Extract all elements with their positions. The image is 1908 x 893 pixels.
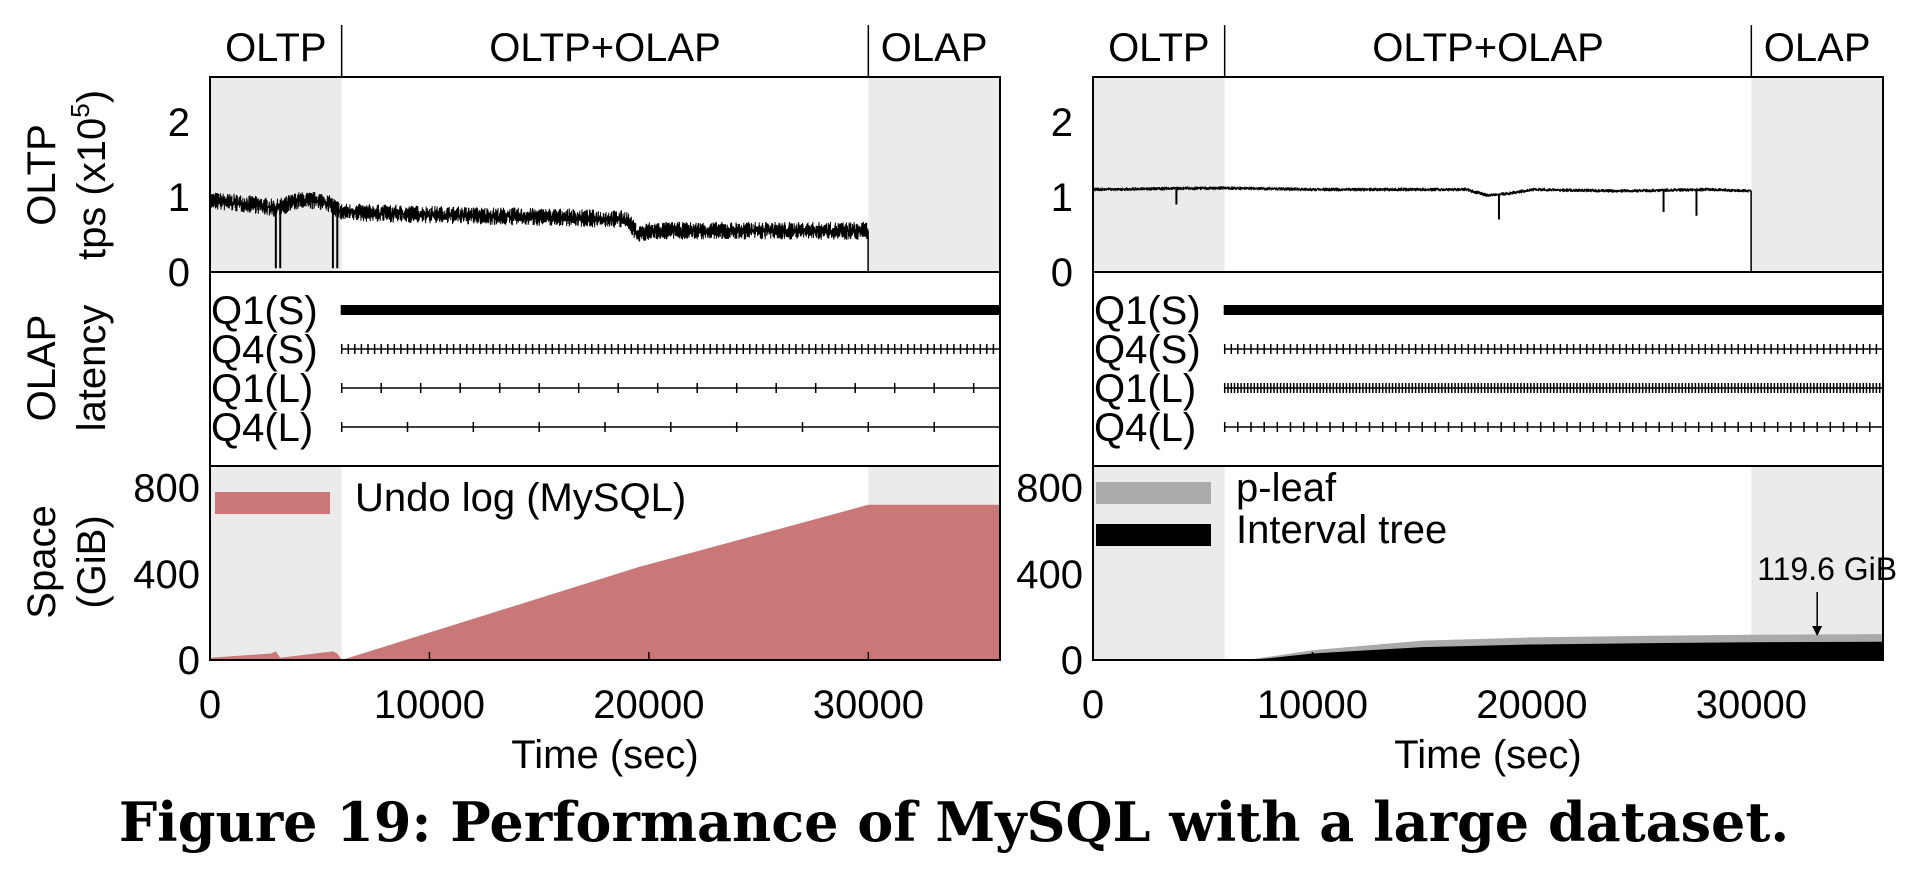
- right-xtick-label-1: 10000: [1257, 683, 1368, 727]
- left-phase-label-2: OLAP: [881, 26, 988, 70]
- right-legend-swatch-1: [1096, 524, 1211, 546]
- left-oltp-ytick-2: 2: [168, 101, 190, 145]
- left-olap-query-ticks-1: [340, 344, 1001, 354]
- left-subplot-frame-1: [209, 271, 1001, 467]
- left-olap-query-ticks-0: [340, 305, 1001, 315]
- right-panel: OLTP OLTP+OLAP OLAP 0 1 2 Q1(S)Q4(S)Q1(L)Q4(L)…: [1016, 25, 1897, 777]
- left-space-ytick-1: 400: [133, 553, 200, 597]
- left-olap-query-label-0: Q1(S): [211, 289, 318, 333]
- left-phase-label-0: OLTP: [225, 26, 327, 70]
- space-axis-label-line1: Space: [20, 505, 64, 618]
- right-oltp-ytick-0: 0: [1051, 251, 1073, 295]
- left-olap-query-ticks-2: [340, 383, 975, 393]
- right-olap-query-label-2: Q1(L): [1094, 367, 1196, 411]
- right-oltp-tps-line: [1092, 185, 1752, 198]
- right-space-area-1: [1093, 641, 1883, 660]
- left-oltp-tps-line: [209, 192, 869, 242]
- right-subplot-frame-2: [1092, 465, 1884, 661]
- figure-caption: Figure 19: Performance of MySQL with a l…: [118, 790, 1790, 854]
- right-olap-query-label-0: Q1(S): [1094, 289, 1201, 333]
- left-xtick-label-1: 10000: [374, 683, 485, 727]
- right-phase-label-2: OLAP: [1764, 26, 1871, 70]
- left-subplot-frame-2: [209, 465, 1001, 661]
- left-space-area-0: [210, 504, 1000, 660]
- left-oltp-ytick-0: 0: [168, 251, 190, 295]
- left-legend-label-0: Undo log (MySQL): [355, 476, 686, 520]
- right-phase-label-0: OLTP: [1108, 26, 1210, 70]
- left-oltp-ytick-1: 1: [168, 176, 190, 220]
- left-olap-query-ticks-3: [340, 422, 1001, 432]
- right-olap-query-ticks-0: [1223, 305, 1884, 315]
- right-legend-swatch-0: [1096, 482, 1211, 504]
- left-panel: OLTP OLTP+OLAP OLAP 0 1 2 Q1(S)Q4(S)Q1(L)Q4(L)…: [133, 25, 1001, 777]
- right-oltp-ytick-1: 1: [1051, 176, 1073, 220]
- right-olap-query-label-1: Q4(S): [1094, 328, 1201, 372]
- left-space-ytick-0: 0: [178, 639, 200, 683]
- right-olap-query-ticks-3: [1223, 422, 1884, 432]
- right-space-annotation-label: 119.6 GiB: [1757, 551, 1897, 587]
- right-xtick-label-3: 30000: [1696, 683, 1807, 727]
- olap-axis-label-line2: latency: [70, 305, 114, 432]
- figure: OLTP OLTP+OLAP OLAP012Q1(S)Q4(S)Q1(L)Q4(L)…: [20, 25, 1897, 777]
- right-legend-label-1: Interval tree: [1236, 508, 1447, 552]
- left-space-ytick-2: 800: [133, 467, 200, 511]
- shared-y-labels: OLTP tps (x105) OLAP latency Space (GiB): [20, 90, 114, 619]
- oltp-axis-label-line1: OLTP: [20, 124, 64, 226]
- right-phase-shade-oltp-0: [1093, 77, 1225, 272]
- left-xtick-label-3: 30000: [813, 683, 924, 727]
- left-xtick-label-2: 20000: [593, 683, 704, 727]
- left-olap-query-label-2: Q1(L): [211, 367, 313, 411]
- oltp-axis-label-line2: tps (x105): [65, 90, 114, 260]
- left-olap-query-label-3: Q4(L): [211, 406, 313, 450]
- right-oltp-ytick-2: 2: [1051, 101, 1073, 145]
- right-phase-label-1: OLTP+OLAP: [1372, 26, 1604, 70]
- right-space-ytick-1: 400: [1016, 553, 1083, 597]
- left-olap-query-label-1: Q4(S): [211, 328, 318, 372]
- right-space-ytick-2: 800: [1016, 467, 1083, 511]
- space-axis-label-line2: (GiB): [70, 515, 114, 608]
- left-x-axis-label: Time (sec): [511, 733, 698, 777]
- right-subplot-frame-1: [1092, 271, 1884, 467]
- right-olap-query-ticks-1: [1223, 344, 1884, 354]
- right-olap-query-label-3: Q4(L): [1094, 406, 1196, 450]
- right-x-axis-label: Time (sec): [1394, 733, 1581, 777]
- left-phase-shade-oltp-2: [868, 77, 1000, 272]
- right-xtick-label-0: 0: [1082, 683, 1104, 727]
- right-legend-label-0: p-leaf: [1236, 466, 1337, 510]
- left-legend-swatch-0: [215, 492, 330, 514]
- right-olap-query-ticks-2: [1223, 383, 1884, 393]
- olap-axis-label-line1: OLAP: [20, 315, 64, 422]
- left-xtick-label-0: 0: [199, 683, 221, 727]
- right-phase-shade-oltp-2: [1751, 77, 1883, 272]
- right-space-ytick-0: 0: [1061, 639, 1083, 683]
- left-phase-label-1: OLTP+OLAP: [489, 26, 721, 70]
- right-xtick-label-2: 20000: [1476, 683, 1587, 727]
- right-space-annotation-arrowhead: [1812, 626, 1823, 636]
